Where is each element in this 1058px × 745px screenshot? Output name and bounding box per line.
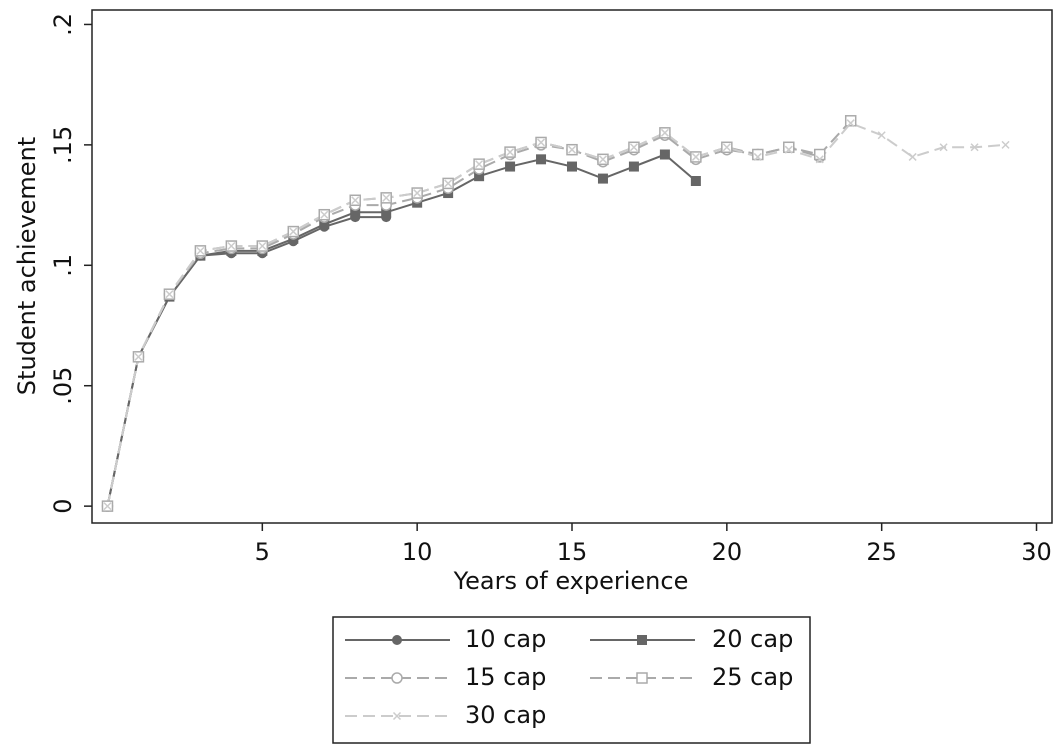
marker <box>660 128 669 137</box>
marker <box>351 196 360 205</box>
y-tick-label: .05 <box>49 367 77 405</box>
y-tick-label: .2 <box>49 13 77 36</box>
marker <box>320 210 329 219</box>
x-tick-label: 30 <box>1021 538 1052 566</box>
series-line <box>106 134 821 507</box>
plot-frame <box>91 9 1053 524</box>
marker <box>597 173 608 184</box>
series-line <box>106 122 1006 507</box>
marker <box>752 148 764 161</box>
marker <box>444 179 453 188</box>
legend-box <box>332 616 811 744</box>
marker <box>350 207 361 218</box>
marker <box>536 154 547 165</box>
marker <box>506 148 515 157</box>
x-axis-label: Years of experience <box>453 567 689 595</box>
x-tick-label: 25 <box>866 538 897 566</box>
legend-label: 30 cap <box>465 701 546 729</box>
marker <box>258 241 267 251</box>
marker <box>289 227 298 236</box>
marker <box>659 149 670 160</box>
marker <box>474 171 485 182</box>
legend-marker <box>391 672 403 684</box>
marker <box>227 241 236 251</box>
marker <box>629 143 638 152</box>
y-axis-label: Student achievement <box>13 137 41 395</box>
marker <box>784 145 793 154</box>
marker <box>722 143 731 152</box>
legend-marker <box>636 672 648 684</box>
marker <box>1001 140 1010 149</box>
y-tick-label: .1 <box>49 254 77 277</box>
x-tick-label: 10 <box>402 538 433 566</box>
marker <box>505 161 516 172</box>
marker <box>908 152 917 161</box>
x-tick-label: 20 <box>712 538 743 566</box>
marker <box>598 155 607 164</box>
legend-label: 20 cap <box>712 625 793 653</box>
marker <box>753 152 762 161</box>
marker <box>813 148 826 161</box>
marker <box>690 176 701 186</box>
marker <box>381 207 392 218</box>
marker <box>103 502 112 511</box>
marker <box>567 145 577 154</box>
marker <box>537 138 546 147</box>
marker <box>165 290 174 299</box>
marker <box>877 131 886 140</box>
marker <box>567 161 577 172</box>
legend-label: 15 cap <box>465 663 546 691</box>
marker <box>628 161 639 172</box>
legend-marker <box>392 635 402 645</box>
series-line <box>106 153 697 507</box>
marker <box>783 141 795 154</box>
marker <box>475 160 484 169</box>
marker <box>815 155 824 164</box>
marker <box>134 352 143 361</box>
legend-label: 25 cap <box>712 663 793 691</box>
y-tick-label: 0 <box>49 499 77 514</box>
marker <box>691 152 700 161</box>
marker <box>382 193 391 202</box>
series-line <box>106 216 387 507</box>
legend-marker <box>392 711 402 721</box>
marker <box>939 143 948 152</box>
marker <box>413 189 422 198</box>
y-tick-label: .15 <box>49 126 77 164</box>
marker <box>970 143 979 152</box>
legend-label: 10 cap <box>465 625 546 653</box>
marker <box>196 246 205 255</box>
marker <box>319 219 330 230</box>
legend-marker <box>637 635 647 645</box>
x-tick-label: 5 <box>255 538 270 566</box>
marker <box>844 115 857 127</box>
x-tick-label: 15 <box>557 538 588 566</box>
marker <box>846 119 855 128</box>
